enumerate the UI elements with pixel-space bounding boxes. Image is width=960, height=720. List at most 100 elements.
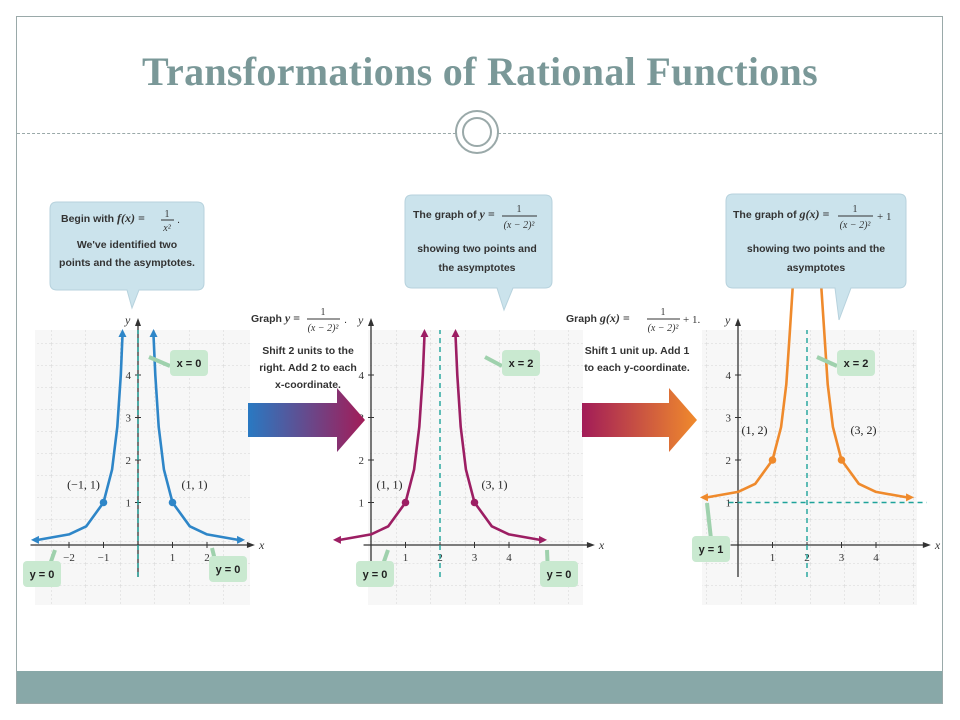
x-tick-label: 1 xyxy=(403,552,409,564)
slide-title: Transformations of Rational Functions xyxy=(142,49,818,94)
x-tick-label: 2 xyxy=(204,552,210,564)
asymptote-label-box xyxy=(356,561,394,587)
svg-text:The graph of g(x) =: The graph of g(x) = xyxy=(733,207,829,221)
x-axis-arrow xyxy=(586,542,595,548)
svg-text:We've identified two: We've identified two xyxy=(77,239,177,251)
y-tick-label: 4 xyxy=(726,370,732,382)
asymptote-label-pointer xyxy=(148,355,171,368)
asymptote-label-box xyxy=(502,350,540,376)
asymptote-label: y = 0 xyxy=(30,569,55,581)
x-tick-label: 3 xyxy=(472,552,478,564)
asymptote-label-pointer xyxy=(484,355,503,368)
svg-text:(x − 2)²: (x − 2)² xyxy=(308,323,340,334)
curve-arrow xyxy=(30,535,39,544)
curve-arrow xyxy=(149,329,158,338)
y-tick-label: 1 xyxy=(126,498,132,510)
chart-3: xy12341234(1, 2)(3, 2)x = 2y = 1 xyxy=(692,273,941,577)
svg-text:Shift 2 units to the: Shift 2 units to the xyxy=(262,345,354,357)
y-tick-label: 2 xyxy=(726,455,732,467)
svg-text:1: 1 xyxy=(517,204,522,215)
curve-arrow xyxy=(699,493,708,502)
x-axis-label: x xyxy=(598,538,605,552)
point-label: (3, 2) xyxy=(851,423,877,437)
data-point xyxy=(99,498,108,507)
y-tick-label: 4 xyxy=(359,370,365,382)
y-axis-label: y xyxy=(124,313,131,327)
y-tick-label: 1 xyxy=(359,498,365,510)
svg-text:Begin with f(x) =: Begin with f(x) = xyxy=(61,211,145,225)
svg-text:The graph of y =: The graph of y = xyxy=(413,207,495,221)
x-axis-label: x xyxy=(258,538,265,552)
point-label: (−1, 1) xyxy=(67,478,100,492)
svg-text:+ 1.: + 1. xyxy=(683,314,700,326)
y-tick-label: 3 xyxy=(126,413,132,425)
svg-text:1: 1 xyxy=(853,204,858,215)
asymptote-label-pointer xyxy=(816,355,838,368)
y-tick-label: 2 xyxy=(126,455,132,467)
asymptote-label: y = 0 xyxy=(547,569,572,581)
step-shift-up: Graph g(x) = 1 (x − 2)² + 1. Shift 1 uni… xyxy=(566,307,700,452)
y-axis-arrow xyxy=(735,318,741,326)
svg-text:.: . xyxy=(344,314,347,326)
curve-arrow xyxy=(906,493,915,502)
svg-text:the asymptotes: the asymptotes xyxy=(438,262,515,274)
curve-arrow xyxy=(118,329,127,338)
y-axis-arrow xyxy=(368,318,374,326)
svg-text:1: 1 xyxy=(165,209,170,220)
x-tick-label: −2 xyxy=(63,552,75,564)
svg-text:(x − 2)²: (x − 2)² xyxy=(840,220,872,231)
y-tick-label: 4 xyxy=(126,370,132,382)
curve-left-branch xyxy=(37,334,124,542)
point-label: (3, 1) xyxy=(482,478,508,492)
asymptote-label-box xyxy=(540,561,578,587)
x-axis-arrow xyxy=(922,542,931,548)
asymptote-label: y = 0 xyxy=(363,569,388,581)
svg-text:Shift 1 unit up. Add 1: Shift 1 unit up. Add 1 xyxy=(585,345,690,357)
curve-arrow xyxy=(237,535,246,544)
shift-up-arrow xyxy=(582,388,697,452)
curve-arrow xyxy=(451,329,460,338)
curve-arrow xyxy=(420,329,429,338)
svg-text:showing two points and the: showing two points and the xyxy=(747,243,885,255)
figure-svg: x y −2 −1 1 2 1 2 3 4 (−1, 1) (1, 1) x = 0 y = 0 y = 0… xyxy=(23,193,941,605)
svg-text:x-coordinate.: x-coordinate. xyxy=(275,379,341,391)
x-tick-label: −1 xyxy=(98,552,110,564)
svg-text:(x − 2)²: (x − 2)² xyxy=(648,323,680,334)
curve-arrow xyxy=(539,535,548,544)
svg-text:.: . xyxy=(177,214,180,226)
x-tick-label: 3 xyxy=(839,552,845,564)
y-tick-label: 3 xyxy=(726,413,732,425)
callout-graph-g: The graph of g(x) = 1 (x − 2)² + 1 showi… xyxy=(725,193,907,321)
svg-text:asymptotes: asymptotes xyxy=(787,262,846,274)
chart-1: x y −2 −1 1 2 1 2 3 4 (−1, 1) (1, 1) x = 0 y = 0 y = 0 xyxy=(23,313,265,587)
svg-text:Graph y =: Graph y = xyxy=(251,311,300,325)
divider-circle-ornament xyxy=(455,110,499,154)
svg-text:Graph g(x) =: Graph g(x) = xyxy=(566,311,630,325)
x-tick-label: 4 xyxy=(873,552,879,564)
svg-text:showing two points and: showing two points and xyxy=(417,243,537,255)
x-axis-label: x xyxy=(934,538,941,552)
transformations-figure: x y −2 −1 1 2 1 2 3 4 (−1, 1) (1, 1) x = 0 y = 0 y = 0… xyxy=(17,190,943,625)
svg-text:1: 1 xyxy=(661,307,666,318)
callout-begin: Begin with f(x) = 1 x² . We've identifie… xyxy=(49,201,205,310)
asymptote-label-box xyxy=(23,561,61,587)
svg-text:x²: x² xyxy=(162,223,171,234)
y-tick-label: 2 xyxy=(359,455,365,467)
data-point xyxy=(470,498,479,507)
y-axis-label: y xyxy=(724,313,731,327)
asymptote-label-box xyxy=(170,350,208,376)
svg-text:points and the asymptotes.: points and the asymptotes. xyxy=(59,257,195,269)
curve-left-branch xyxy=(706,279,795,499)
shift-right-arrow xyxy=(248,388,365,452)
curve-right-branch xyxy=(819,279,908,499)
point-label: (1, 2) xyxy=(742,423,768,437)
point-label: (1, 1) xyxy=(377,478,403,492)
asymptote-label: x = 2 xyxy=(509,358,534,370)
callout-graph-y: The graph of y = 1 (x − 2)² showing two … xyxy=(404,194,553,312)
data-point xyxy=(837,456,846,464)
footer-bar xyxy=(17,671,942,703)
curve-left-branch xyxy=(339,334,426,542)
svg-text:right. Add 2 to each: right. Add 2 to each xyxy=(259,362,357,374)
svg-text:to each y-coordinate.: to each y-coordinate. xyxy=(584,362,690,374)
asymptote-label: x = 0 xyxy=(177,358,202,370)
